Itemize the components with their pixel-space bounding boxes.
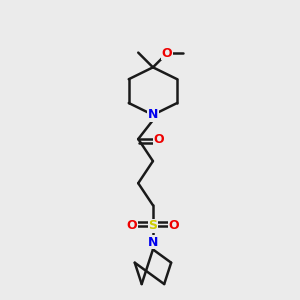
Text: O: O	[169, 219, 179, 232]
Text: N: N	[148, 236, 158, 249]
Text: O: O	[126, 219, 137, 232]
Text: O: O	[154, 133, 164, 146]
Text: N: N	[148, 236, 158, 249]
Text: O: O	[162, 47, 172, 60]
Text: S: S	[148, 219, 158, 232]
Text: N: N	[148, 108, 158, 122]
